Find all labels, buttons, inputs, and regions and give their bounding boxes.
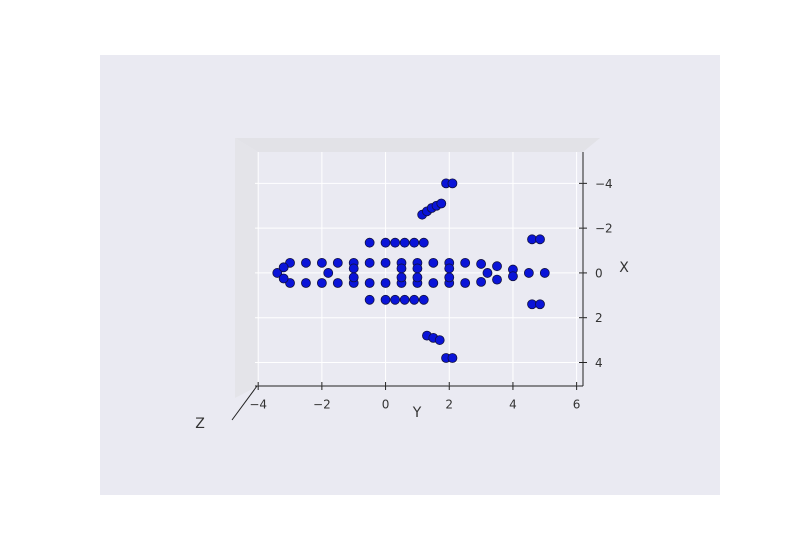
point [390, 294, 401, 305]
y-tick-label: −4 [595, 177, 613, 191]
y-tick-label: 2 [595, 311, 603, 325]
point [272, 268, 283, 278]
point [418, 237, 429, 248]
point [380, 294, 391, 305]
point [301, 278, 311, 288]
side-pane [235, 138, 258, 398]
point [278, 273, 289, 284]
point [447, 353, 458, 363]
point [412, 272, 423, 283]
point [332, 257, 343, 268]
point [348, 272, 359, 283]
y-axis-label: X [619, 260, 629, 276]
point [539, 268, 550, 278]
point [444, 263, 455, 274]
point [418, 294, 429, 305]
x-tick-label: −2 [313, 398, 331, 412]
point [332, 278, 343, 288]
point [436, 198, 447, 209]
point [364, 237, 375, 248]
x-tick-label: 4 [509, 398, 517, 412]
x-tick-label: −4 [249, 398, 267, 412]
y-tick-label: −2 [595, 222, 613, 236]
point [476, 259, 486, 269]
point [434, 335, 445, 345]
point [348, 263, 359, 274]
point [396, 272, 407, 283]
point [428, 257, 439, 268]
x-tick-label: 2 [445, 398, 453, 412]
point [316, 278, 327, 288]
point [476, 276, 486, 287]
point [380, 278, 391, 288]
point [399, 294, 410, 305]
point [492, 274, 502, 285]
axes-background [100, 55, 720, 495]
point [508, 271, 518, 282]
point [364, 294, 375, 305]
point [523, 268, 534, 278]
x-tick-label: 6 [573, 398, 581, 412]
z-axis-label: Z [195, 416, 205, 432]
point [409, 294, 420, 305]
point [412, 263, 423, 274]
point [278, 262, 289, 273]
point [444, 272, 455, 283]
point [482, 268, 493, 278]
y-tick-label: 4 [595, 356, 603, 370]
point [428, 278, 439, 288]
point [460, 257, 471, 268]
point [390, 237, 401, 248]
point [535, 299, 545, 310]
point [409, 237, 420, 248]
point [323, 268, 334, 278]
x-axis-label: Y [412, 405, 422, 421]
z-axis-line [231, 385, 258, 421]
point [447, 178, 458, 189]
point [460, 278, 471, 288]
point [364, 278, 375, 288]
point [535, 234, 545, 245]
point [364, 257, 375, 268]
point [380, 237, 391, 248]
point [316, 257, 327, 268]
point [492, 261, 502, 272]
point [399, 237, 410, 248]
point [301, 257, 311, 268]
point [396, 263, 407, 274]
point [380, 257, 391, 268]
x-tick-label: 0 [382, 398, 390, 412]
y-tick-label: 0 [595, 266, 603, 280]
back-pane [235, 138, 600, 152]
